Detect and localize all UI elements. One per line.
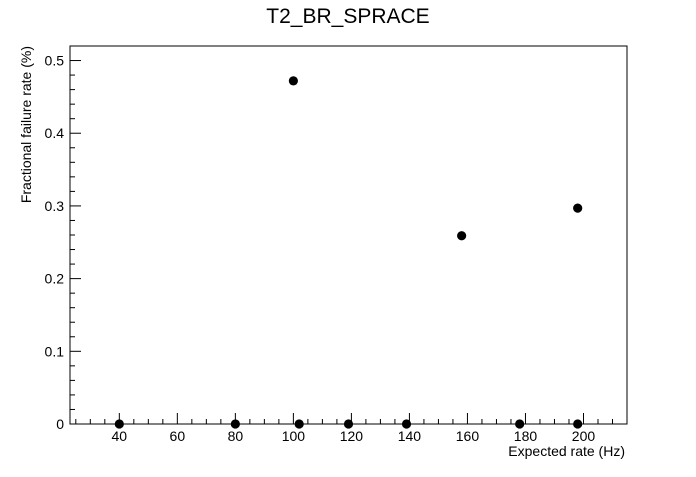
chart-title: T2_BR_SPRACE bbox=[266, 5, 429, 28]
y-axis-label: Fractional failure rate (%) bbox=[18, 46, 34, 203]
x-axis-tick-labels: 40 60 80 100 120 140 160 180 200 bbox=[112, 428, 596, 444]
x-tick-label: 160 bbox=[456, 428, 480, 444]
data-point bbox=[573, 419, 583, 429]
x-tick-label: 200 bbox=[572, 428, 596, 444]
x-tick-label: 180 bbox=[514, 428, 538, 444]
y-tick-label: 0.1 bbox=[45, 343, 65, 359]
x-tick-label: 140 bbox=[398, 428, 422, 444]
x-tick-label: 100 bbox=[282, 428, 306, 444]
y-tick-label: 0 bbox=[56, 416, 64, 432]
data-point bbox=[294, 419, 304, 429]
data-point bbox=[401, 419, 412, 429]
x-tick-label: 120 bbox=[340, 428, 364, 444]
data-point bbox=[515, 419, 525, 429]
data-point bbox=[230, 419, 240, 429]
y-axis-tick-labels: 0 0.1 0.2 0.3 0.4 0.5 bbox=[45, 53, 65, 432]
y-tick-label: 0.4 bbox=[45, 125, 65, 141]
y-tick-label: 0.2 bbox=[45, 271, 65, 287]
data-points bbox=[114, 76, 583, 429]
plot-frame bbox=[69, 45, 628, 425]
x-tick-label: 80 bbox=[228, 428, 244, 444]
y-tick-label: 0.3 bbox=[45, 198, 65, 214]
data-point bbox=[114, 419, 124, 429]
x-axis-label: Expected rate (Hz) bbox=[508, 443, 625, 459]
y-tick-label: 0.5 bbox=[45, 53, 65, 69]
data-point bbox=[288, 76, 298, 86]
x-tick-label: 40 bbox=[112, 428, 128, 444]
data-point bbox=[457, 231, 467, 241]
y-axis-ticks bbox=[70, 45, 81, 425]
x-tick-label: 60 bbox=[170, 428, 186, 444]
data-point bbox=[573, 203, 583, 213]
data-point bbox=[343, 419, 354, 429]
